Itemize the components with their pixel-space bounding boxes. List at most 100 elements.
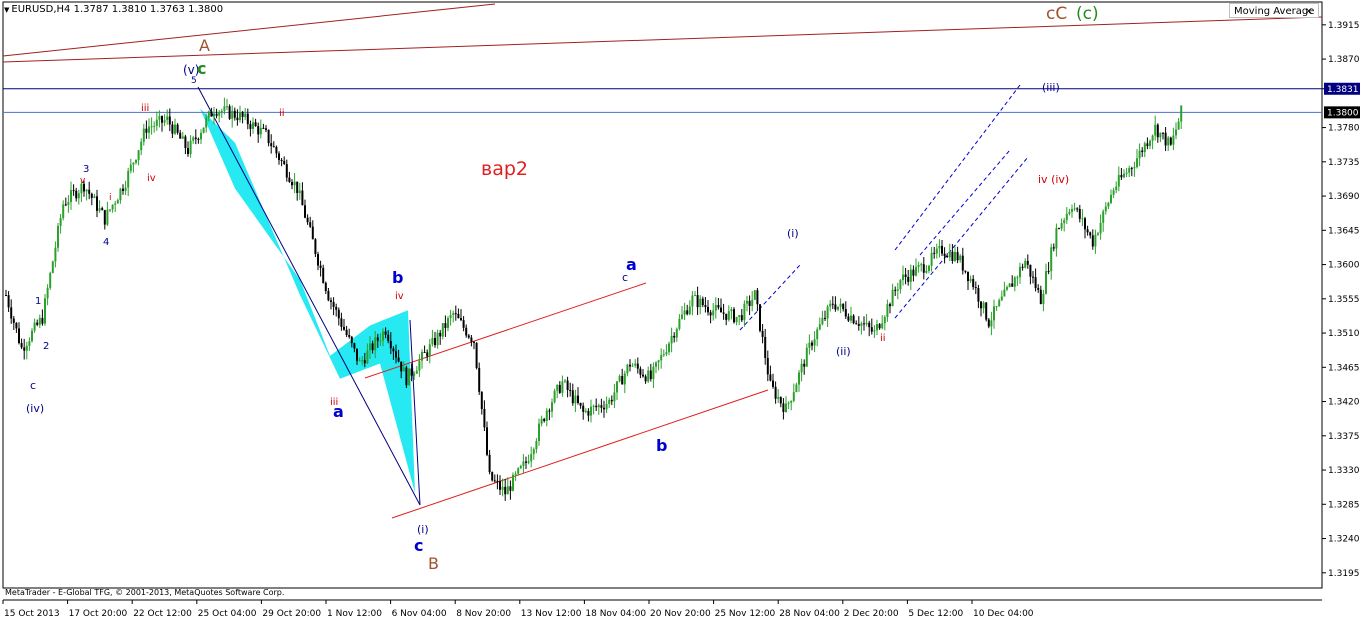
candle-body xyxy=(956,252,959,261)
time-tick-label: 6 Nov 04:00 xyxy=(392,609,447,619)
candle-body xyxy=(987,319,990,327)
candle-body xyxy=(28,341,31,346)
candle-body xyxy=(332,301,335,307)
candle-body xyxy=(189,140,192,155)
candle-body xyxy=(327,291,330,301)
candle-body xyxy=(1175,129,1177,136)
wave-label: A xyxy=(199,36,210,55)
candle-body xyxy=(20,343,23,348)
candle-body xyxy=(7,295,10,308)
candle-body xyxy=(566,380,569,390)
candle-body xyxy=(337,309,340,319)
price-tick-label: 1.3510 xyxy=(1328,329,1360,339)
candle-body xyxy=(486,427,488,455)
wave-label: (i) xyxy=(417,523,429,536)
candle-body xyxy=(376,337,379,341)
candle-body xyxy=(530,454,533,462)
time-tick-label: 22 Oct 12:00 xyxy=(133,609,192,619)
candle-body xyxy=(782,403,785,413)
candle-body xyxy=(218,112,221,116)
candle-body xyxy=(291,181,293,186)
candle-body xyxy=(174,124,176,134)
candle-body xyxy=(41,317,44,324)
candle-body xyxy=(1045,271,1047,294)
candle-body xyxy=(304,205,306,218)
candle-body xyxy=(972,278,975,288)
close-icon[interactable]: × xyxy=(1304,6,1313,17)
candle-body xyxy=(298,190,301,194)
candle-body xyxy=(543,418,546,421)
candle-body xyxy=(220,110,223,113)
candle-body xyxy=(621,376,624,385)
candle-body xyxy=(488,454,491,473)
candle-body xyxy=(423,352,426,354)
candle-body xyxy=(1055,228,1058,249)
candle-body xyxy=(1167,137,1170,146)
candle-body xyxy=(626,364,629,374)
candle-body xyxy=(582,405,585,412)
candle-body xyxy=(197,138,200,140)
candle-body xyxy=(870,327,873,332)
candle-body xyxy=(330,300,332,302)
candle-body xyxy=(980,301,982,309)
candle-body xyxy=(314,239,317,255)
candle-body xyxy=(868,322,871,328)
candle-body xyxy=(811,342,813,346)
time-tick-label: 18 Nov 04:00 xyxy=(585,609,646,619)
candle-body xyxy=(686,310,689,315)
dropdown-triangle-icon[interactable]: ▼ xyxy=(4,6,10,14)
candle-body xyxy=(249,124,252,129)
time-tick-label: 20 Nov 20:00 xyxy=(650,609,711,619)
wave-line xyxy=(197,86,421,506)
candle-body xyxy=(701,298,704,306)
candle-body xyxy=(967,271,969,282)
candle-body xyxy=(777,397,780,399)
candle-body xyxy=(800,363,803,373)
candle-body xyxy=(233,110,236,118)
candle-body xyxy=(324,282,327,292)
candle-body xyxy=(491,472,494,481)
candle-body xyxy=(25,345,28,351)
candle-body xyxy=(886,304,889,318)
wave-label: 2 xyxy=(43,341,50,352)
candle-body xyxy=(181,136,184,139)
candle-body xyxy=(1177,121,1180,130)
candle-body xyxy=(192,137,195,141)
candle-body xyxy=(891,289,894,307)
candle-body xyxy=(743,303,746,321)
candle-body xyxy=(122,188,124,191)
candle-body xyxy=(348,335,351,337)
candle-body xyxy=(675,328,678,338)
time-tick-label: 2 Dec 20:00 xyxy=(844,609,899,619)
candle-body xyxy=(200,132,202,140)
candle-body xyxy=(44,298,46,324)
candle-body xyxy=(798,372,800,385)
candle-body xyxy=(272,146,275,148)
candle-body xyxy=(1136,158,1138,168)
candle-body xyxy=(863,323,865,325)
candle-body xyxy=(371,343,374,351)
candle-body xyxy=(106,209,109,225)
candle-body xyxy=(548,410,551,412)
candle-body xyxy=(532,449,535,455)
candle-body xyxy=(31,330,33,342)
candle-body xyxy=(644,376,647,382)
candle-body xyxy=(982,302,985,309)
candle-body xyxy=(850,315,852,321)
candle-body xyxy=(603,407,605,410)
candle-body xyxy=(83,183,85,192)
candle-body xyxy=(241,112,244,117)
candle-body xyxy=(1094,234,1097,247)
candle-body xyxy=(894,289,897,291)
candle-body xyxy=(1099,222,1102,234)
candle-body xyxy=(1086,229,1089,233)
candle-body xyxy=(501,486,504,490)
candle-body xyxy=(688,306,691,315)
candle-body xyxy=(1117,175,1120,187)
candle-body xyxy=(353,343,356,349)
candle-body xyxy=(285,164,288,178)
candle-body xyxy=(283,160,286,165)
indicator-box[interactable]: Moving Average × xyxy=(1229,3,1319,18)
candle-body xyxy=(452,313,455,316)
